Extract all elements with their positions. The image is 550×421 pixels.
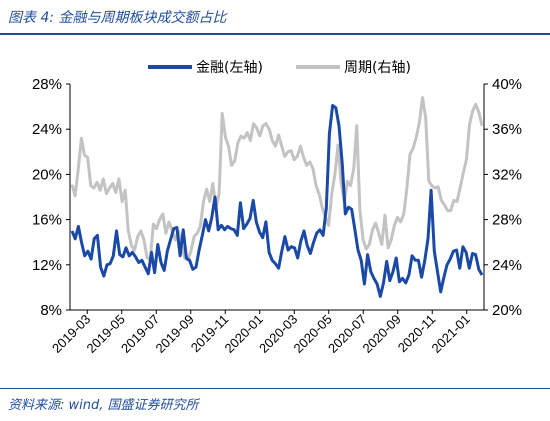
legend-label: 金融(左轴) — [196, 60, 263, 76]
legend: 金融(左轴) 周期(右轴) — [148, 60, 411, 76]
left-tick-label: 12% — [32, 257, 62, 274]
right-axis-ticks: 20% 24% 28% 32% 36% 40% — [484, 76, 522, 319]
right-tick-label: 24% — [492, 257, 522, 274]
left-tick-label: 28% — [32, 76, 62, 93]
legend-label: 周期(右轴) — [344, 60, 411, 76]
left-tick-label: 20% — [32, 166, 62, 183]
title-divider — [0, 33, 550, 35]
right-tick-label: 20% — [492, 302, 522, 319]
right-tick-label: 40% — [492, 76, 522, 93]
x-tick-label: 2020-09 — [360, 312, 404, 356]
series-layer — [70, 96, 484, 298]
left-tick-label: 24% — [32, 121, 62, 138]
axes — [69, 84, 485, 311]
x-axis-ticks: 2019-032019-052019-072019-092019-112020-… — [49, 310, 473, 356]
right-tick-label: 28% — [492, 212, 522, 229]
source-note: 资料来源: wind, 国盛证券研究所 — [8, 398, 199, 413]
chart-title: 图表 4: 金融与周期板块成交额占比 — [8, 10, 227, 26]
x-tick-label: 2019-09 — [153, 312, 197, 356]
right-tick-label: 32% — [492, 166, 522, 183]
x-tick-label: 2021-01 — [429, 312, 473, 356]
chart: 8% 12% 16% 20% 24% 28% 20% 24% 28% 32% 36% 40% 201… — [32, 60, 522, 356]
left-axis-ticks: 8% 12% 16% 20% 24% 28% — [32, 76, 70, 319]
series-line-finance — [70, 104, 484, 298]
footer-divider — [0, 388, 550, 389]
left-tick-label: 16% — [32, 212, 62, 229]
left-tick-label: 8% — [40, 302, 62, 319]
series-line-cyclical — [70, 96, 484, 262]
right-tick-label: 36% — [492, 121, 522, 138]
